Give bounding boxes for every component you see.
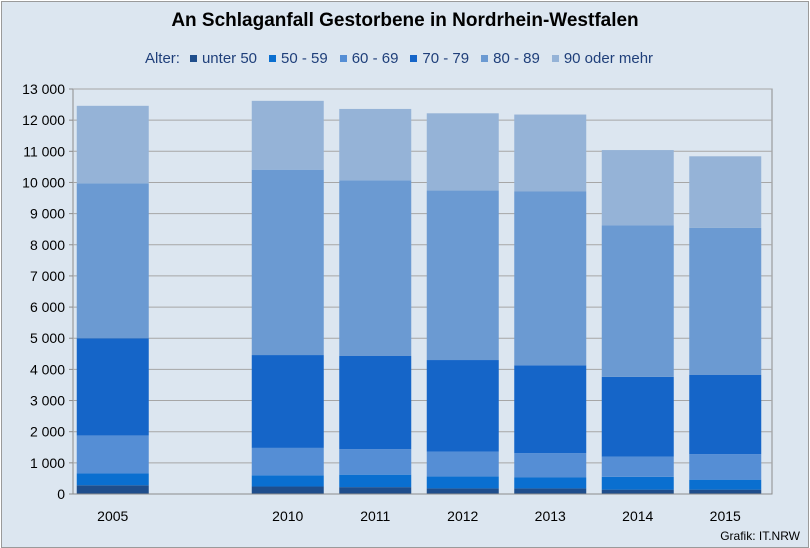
bar-segment [76, 485, 149, 494]
bar-segment [514, 453, 587, 478]
bar-segment [601, 225, 674, 377]
x-tick-label: 2010 [272, 508, 303, 524]
x-tick-label: 2012 [447, 508, 478, 524]
y-tick-label: 3 000 [30, 393, 65, 409]
bar-segment [689, 227, 762, 375]
bar-segment [76, 473, 149, 486]
bar-segment [251, 475, 324, 487]
bar-segment [339, 180, 412, 356]
y-tick-label: 1 000 [30, 455, 65, 471]
x-tick-label: 2013 [535, 508, 566, 524]
bar-segment [426, 488, 499, 494]
bar-segment [339, 474, 412, 488]
bar-segment [689, 489, 762, 494]
x-tick-label: 2014 [622, 508, 653, 524]
bar-segment [426, 113, 499, 191]
bar-segment [426, 360, 499, 452]
legend-label: 90 oder mehr [563, 50, 654, 67]
legend-label: unter 50 [201, 50, 258, 67]
legend-label: 60 - 69 [351, 50, 399, 67]
legend-item: 90 oder mehr [551, 50, 654, 67]
y-tick-label: 7 000 [30, 268, 65, 284]
bar-segment [251, 447, 324, 476]
bar-segment [251, 100, 324, 170]
legend-items: unter 50 50 - 59 60 - 69 70 - 79 80 - 89 90 o… [189, 50, 665, 67]
bar-segment [514, 365, 587, 454]
y-tick-label: 4 000 [30, 361, 65, 377]
x-tick-label: 2011 [360, 508, 390, 524]
bar-segment [339, 449, 412, 475]
x-tick-label: 2005 [97, 508, 128, 524]
legend: Alter: unter 50 50 - 59 60 - 69 70 - 79 80 -… [2, 50, 808, 67]
bar-segment [339, 487, 412, 494]
legend-swatch [189, 55, 197, 62]
bar-segment [601, 150, 674, 226]
legend-swatch [410, 55, 418, 62]
bar-segment [601, 489, 674, 494]
bar-segment [76, 338, 149, 436]
bar-segment [339, 108, 412, 181]
y-tick-label: 6 000 [30, 299, 65, 315]
bar-segment [601, 376, 674, 457]
y-tick-label: 11 000 [23, 143, 65, 159]
bar-segment [514, 191, 587, 366]
bar-segment [251, 486, 324, 494]
bar-segment [251, 169, 324, 356]
y-tick-label: 12 000 [22, 112, 65, 128]
legend-label: 70 - 79 [422, 50, 470, 67]
x-tick-label: 2015 [710, 508, 741, 524]
chart-title: An Schlaganfall Gestorbene in Nordrhein-… [171, 10, 639, 31]
bar-segment [601, 456, 674, 477]
legend-swatch [551, 55, 559, 62]
bar-segment [689, 156, 762, 228]
bar-segment [689, 479, 762, 490]
bar-segment [76, 105, 149, 184]
bar-segment [514, 477, 587, 489]
bar-segment [426, 190, 499, 361]
legend-swatch [269, 55, 277, 62]
legend-label: 80 - 89 [493, 50, 540, 67]
legend-item: unter 50 [189, 50, 258, 67]
y-tick-label: 9 000 [30, 206, 65, 222]
bar-segment [426, 451, 499, 477]
legend-swatch [481, 55, 489, 62]
legend-item: 60 - 69 [339, 50, 399, 67]
y-tick-label: 8 000 [30, 237, 65, 253]
y-tick-label: 10 000 [22, 174, 65, 190]
bar-segment [76, 435, 149, 474]
bar-segment [251, 355, 324, 448]
legend-label: 50 - 59 [281, 50, 328, 67]
bar-segment [689, 374, 762, 455]
y-tick-label: 13 000 [22, 81, 65, 97]
y-tick-label: 0 [57, 486, 65, 502]
legend-title: Alter: [144, 50, 180, 67]
bar-segment [426, 476, 499, 489]
bar-segment [689, 454, 762, 480]
bar-segment [514, 114, 587, 192]
y-tick-label: 2 000 [30, 424, 65, 440]
legend-swatch [339, 55, 347, 62]
credit: Grafik: IT.NRW [720, 529, 800, 543]
bar-segment [514, 488, 587, 494]
legend-item: 50 - 59 [269, 50, 328, 67]
y-tick-label: 5 000 [30, 330, 65, 346]
bar-segment [601, 476, 674, 490]
bar-segment [339, 355, 412, 450]
bar-segment [76, 183, 149, 339]
legend-item: 70 - 79 [410, 50, 469, 67]
legend-item: 80 - 89 [481, 50, 540, 67]
